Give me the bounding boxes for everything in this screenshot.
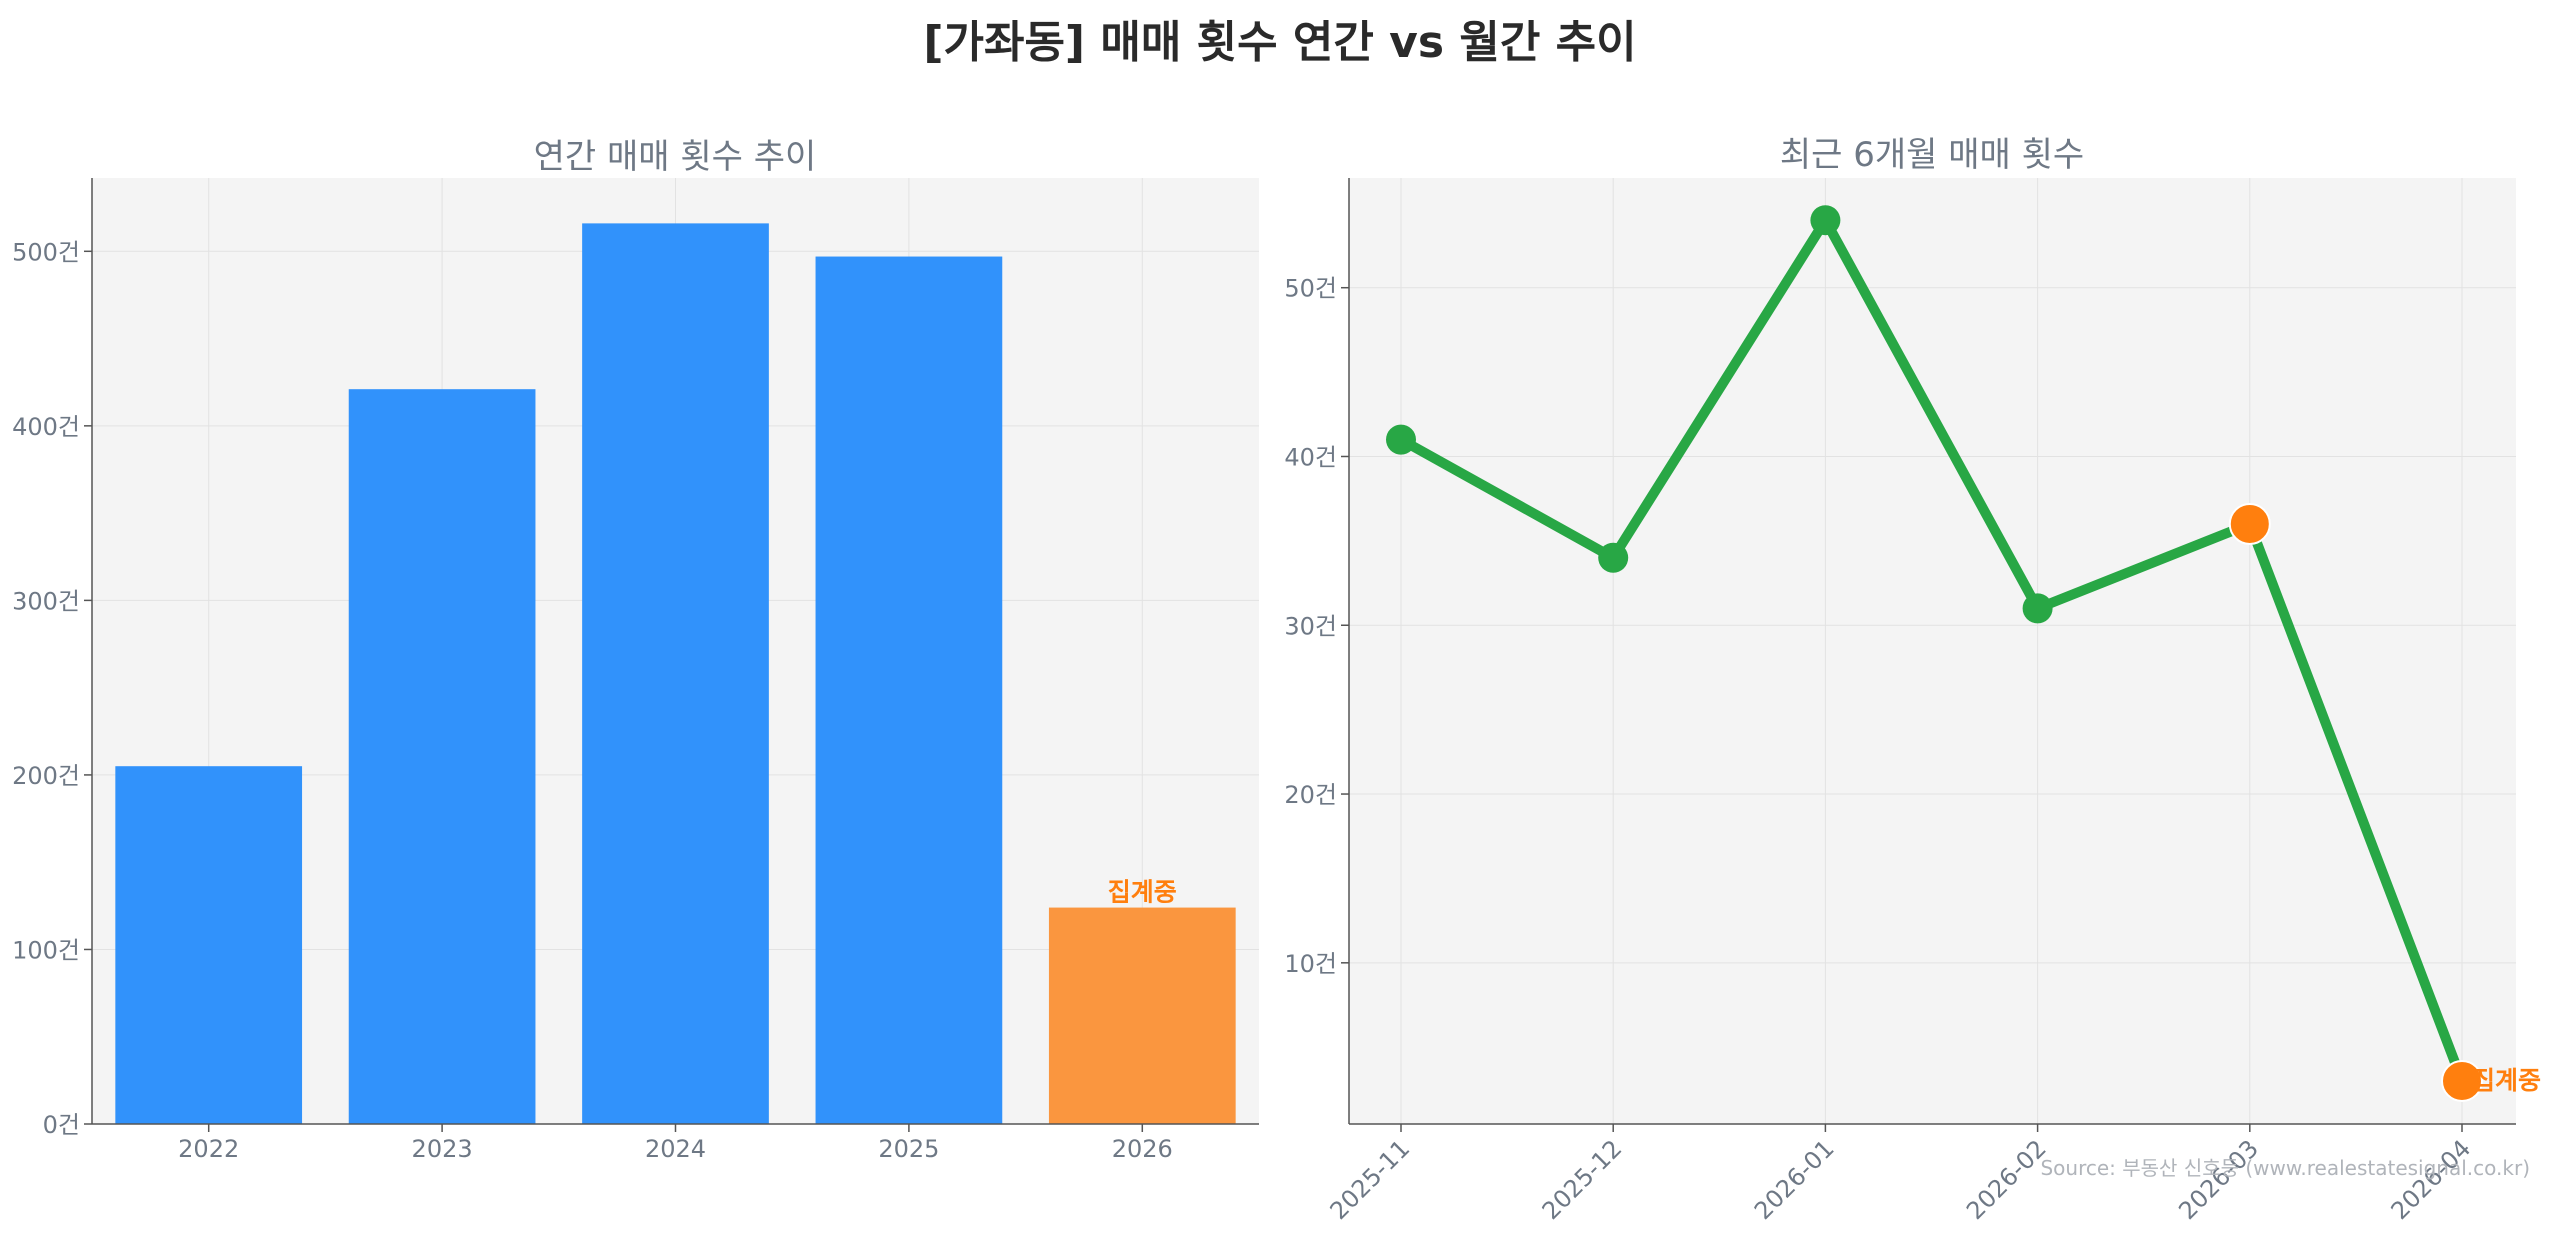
line-chart-grid [1349,178,2516,1124]
bar-chart-bars: 집계중 [115,223,1236,1125]
bar-chart-y-tick-label: 300건 [12,587,80,615]
line-chart-x-tick-label: 2025-12 [1537,1134,1628,1225]
bar-pending-label: 집계중 [1108,878,1177,907]
bar-chart-y-tick-label: 0건 [43,1111,80,1139]
bar-chart-y-tick-label: 400건 [12,413,80,441]
bar-chart-x-tick-label: 2022 [178,1135,239,1163]
line-chart-plot-area [1349,178,2516,1124]
line-point-2025-11 [1386,424,1416,455]
line-chart-series: 집계중 [1386,205,2541,1102]
bar-chart-x-tick-label: 2023 [412,1135,473,1163]
source-credit: Source: 부동산 신호등 (www.realestatesignal.co… [2040,1156,2530,1180]
bar-chart-ticks: 0건 100건 200건 300건 400건 500건 2022 2023 2024 2025 20… [12,238,1173,1163]
line-chart-x-tick-label: 2026-02 [1961,1134,2052,1225]
line-chart-y-tick-label: 50건 [1284,275,1337,303]
bar-chart-x-tick-label: 2025 [878,1135,939,1163]
line-point-2026-01 [1810,205,1841,236]
bar-chart-y-tick-label: 100건 [12,936,80,964]
bar-chart-x-tick-label: 2026 [1112,1135,1173,1163]
line-chart-x-tick-label: 2026-01 [1749,1134,1840,1225]
line-series [1396,215,2467,1086]
line-chart-title: 최근 6개월 매매 횟수 [1780,135,2084,175]
line-point-2026-04 [2441,1059,2483,1102]
line-point-2026-02 [2022,593,2053,624]
line-chart-y-tick-label: 30건 [1284,612,1337,640]
line-pending-label: 집계중 [2472,1066,2541,1095]
line-point-2025-12 [1598,542,1629,573]
line-chart-y-tick-label: 10건 [1284,950,1337,978]
bar-chart-x-tick-label: 2024 [645,1135,706,1163]
bar-2023 [348,389,536,1124]
line-chart-x-tick-label: 2025-11 [1325,1134,1416,1225]
bar-2026 [1048,907,1236,1124]
bar-2025 [815,256,1003,1124]
line-chart-y-tick-label: 40건 [1284,443,1337,471]
chart-main-title: [가좌동] 매매 횟수 연간 vs 월간 추이 [923,17,1637,68]
bar-chart-y-tick-label: 200건 [12,762,80,790]
bar-chart-title: 연간 매매 횟수 추이 [534,137,817,177]
bar-chart-y-tick-label: 500건 [12,238,80,266]
line-point-2026-03 [2228,502,2271,545]
bar-2022 [115,766,303,1124]
line-chart-y-tick-label: 20건 [1284,781,1337,809]
bar-2024 [582,223,769,1125]
